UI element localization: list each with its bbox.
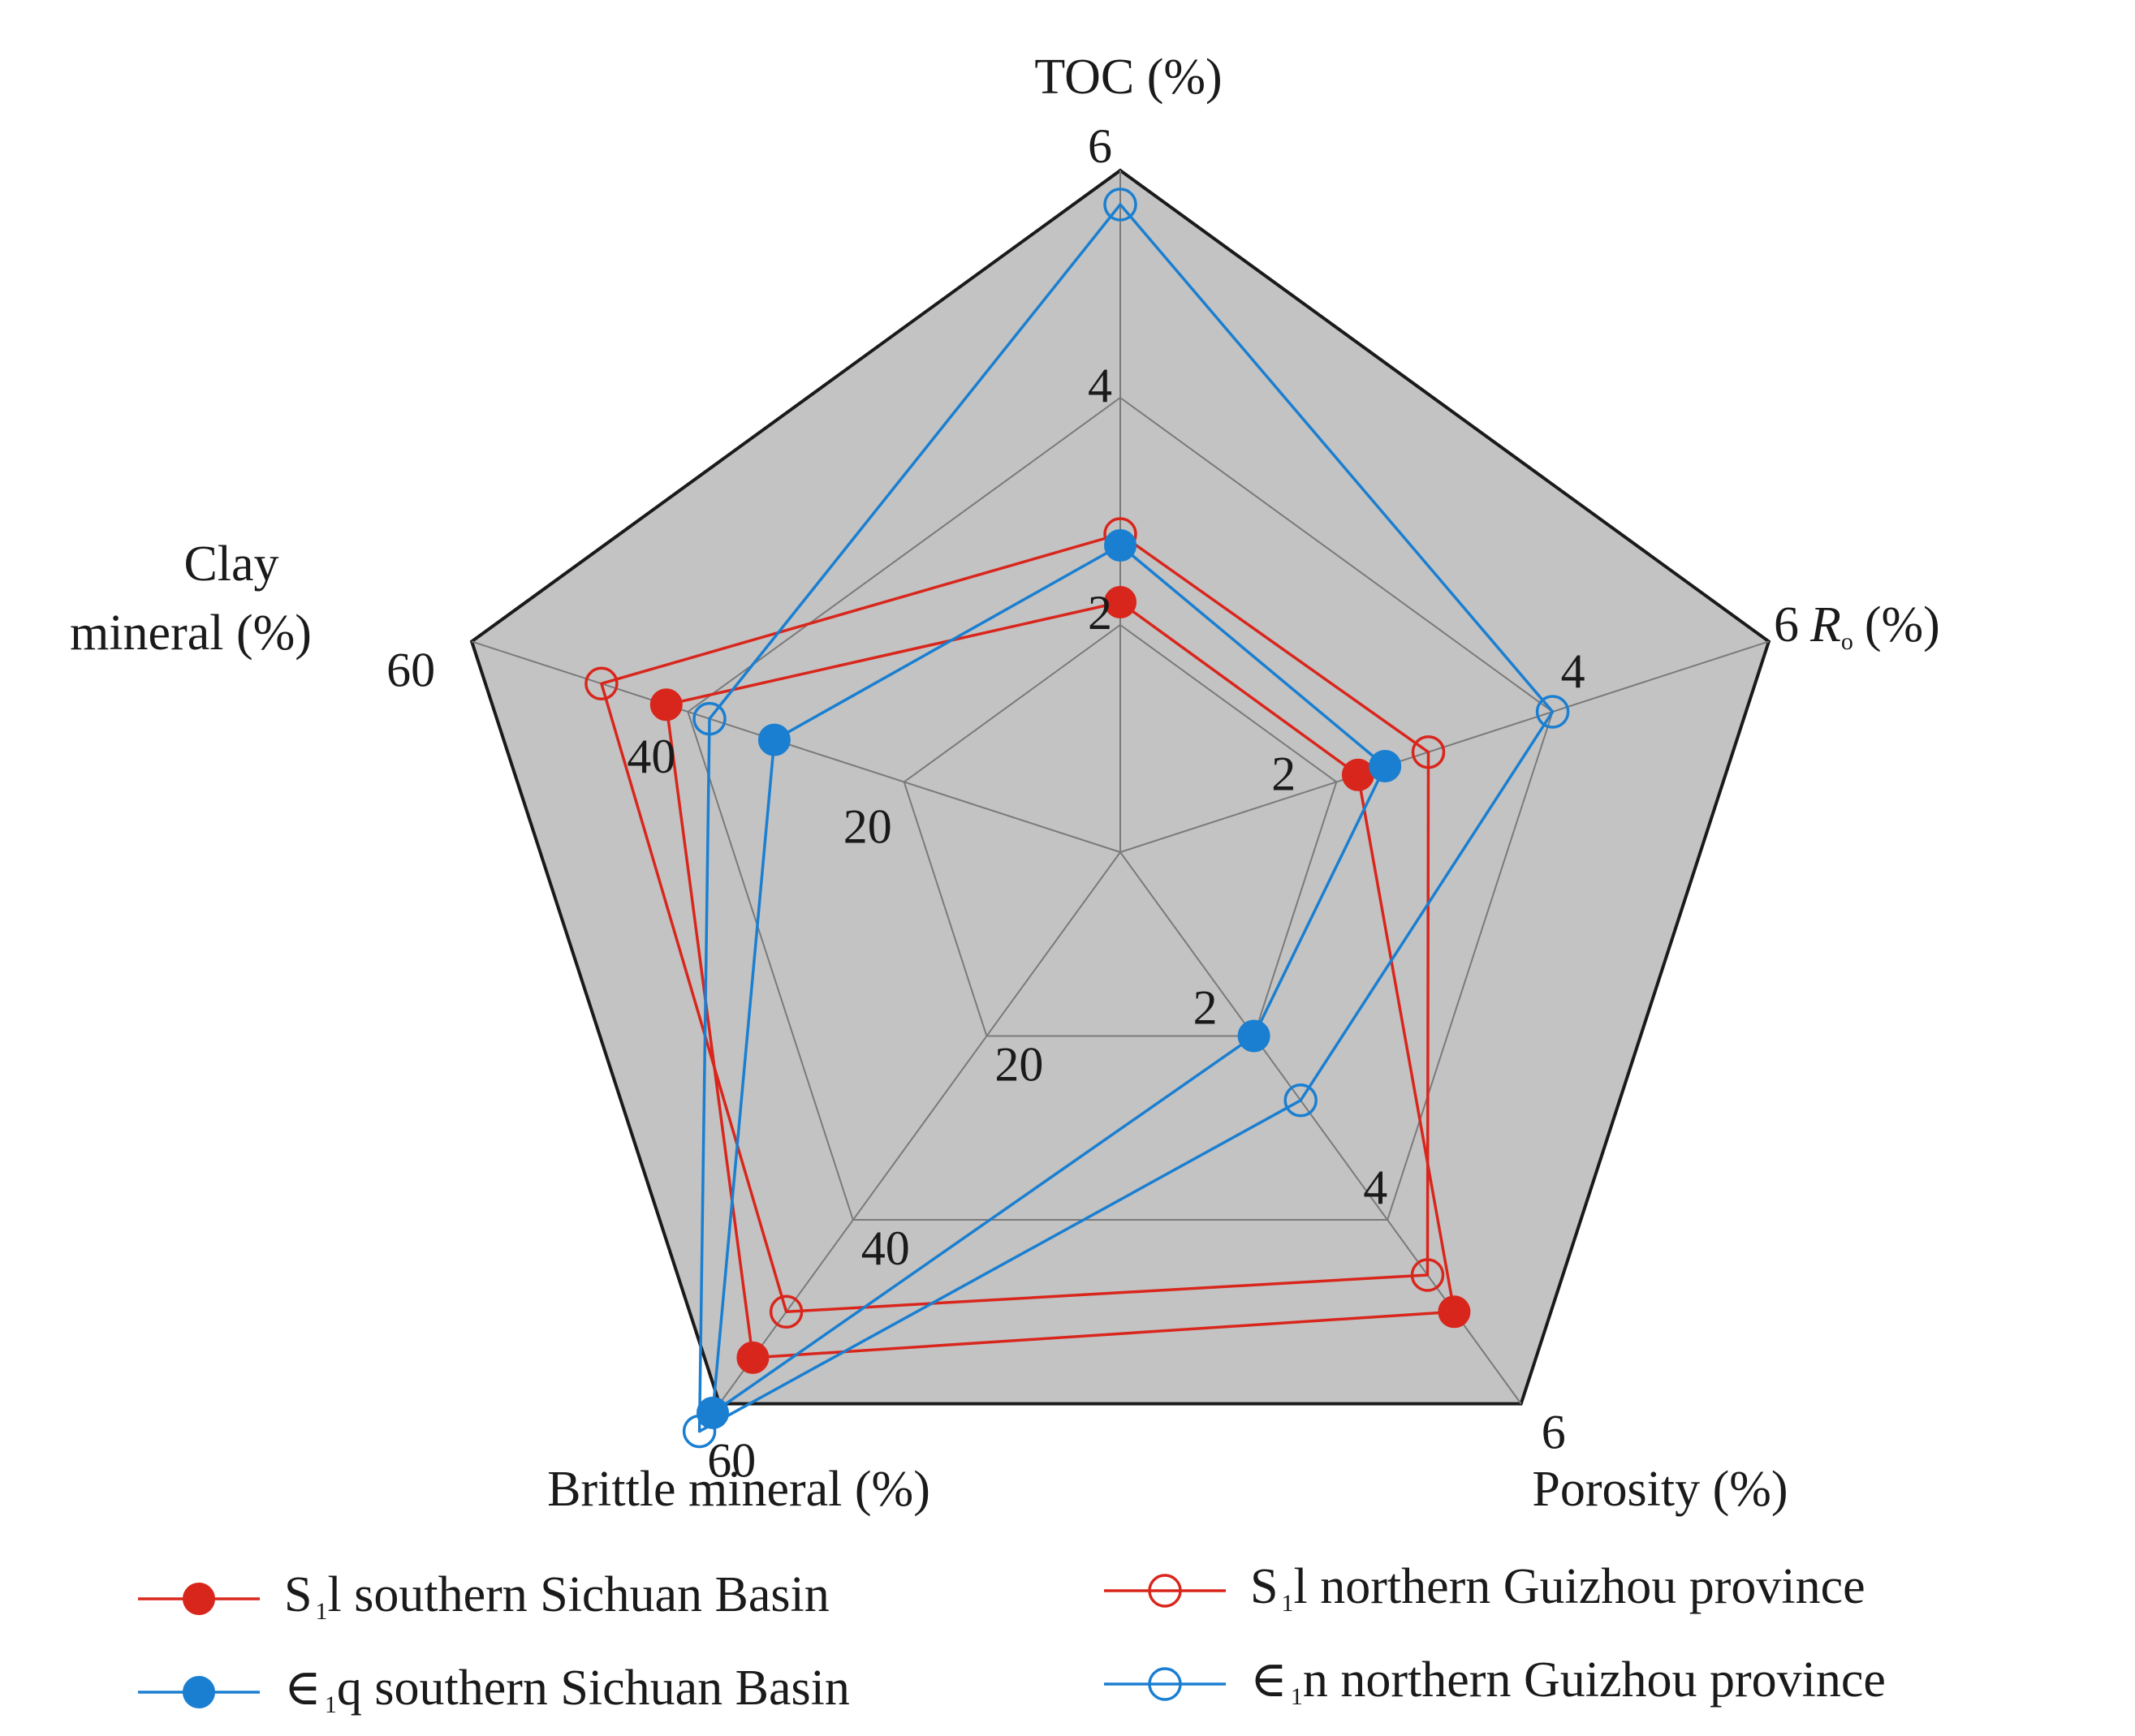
tick-label-brittle-40: 40 (861, 1221, 910, 1275)
legend-marker-3 (1148, 1667, 1182, 1701)
series-point-1-clay (584, 666, 619, 701)
series-point-0-clay (649, 688, 683, 722)
series-point-0-brittle (736, 1341, 770, 1374)
series-point-2-clay (757, 723, 791, 756)
axis-title-ro-main: R (1809, 597, 1841, 653)
legend-label-1: S 1l northern Guizhou province (1250, 1559, 1865, 1617)
series-point-2-porosity (1237, 1019, 1270, 1053)
legend-label-2-sub: 1 (325, 1691, 337, 1718)
tick-label-ro-2: 2 (1271, 747, 1296, 801)
series-line-0 (665, 601, 1456, 1359)
axis-title-brittle: Brittle mineral (%) (547, 1462, 930, 1517)
legend-marker-1 (1148, 1574, 1182, 1608)
axis-title-ro: 6 Ro (%) (1774, 597, 1940, 655)
radar-grid (469, 168, 1771, 1406)
legend-label-0-tail: l southern Sichuan Basin (327, 1567, 829, 1622)
tick-label-clay-40: 40 (627, 730, 675, 783)
legend-label-3-sub: 1 (1291, 1683, 1303, 1710)
legend-label-2-head: ∈ (284, 1661, 321, 1716)
tick-label-ro-4: 4 (1561, 644, 1585, 698)
series-point-1-porosity (1410, 1258, 1445, 1292)
legend-label-1-sub: 1 (1281, 1590, 1293, 1617)
legend-label-1-tail: l northern Guizhou province (1293, 1559, 1865, 1614)
legend-label-2: ∈ 1q southern Sichuan Basin (284, 1661, 850, 1718)
axis-title-ro-suffix: (%) (1865, 597, 1940, 653)
axis-title-porosity: Porosity (%) (1532, 1462, 1788, 1517)
tick-label-brittle-60: 60 (707, 1434, 756, 1488)
series-point-0-toc (1104, 586, 1137, 618)
tick-label-porosity-4: 4 (1363, 1161, 1387, 1214)
tick-label-toc-2: 2 (1088, 586, 1112, 640)
tick-label-toc-6: 6 (1088, 119, 1112, 173)
legend-label-3-head: ∈ (1250, 1652, 1287, 1708)
series-layer (584, 187, 1570, 1449)
tick-label-brittle-20: 20 (994, 1038, 1043, 1092)
series-point-1-ro (1411, 734, 1446, 769)
legend-label-1-head: S (1250, 1559, 1278, 1614)
series-point-3-ro (1535, 695, 1570, 729)
radar-spoke-clay (471, 640, 1121, 853)
series-point-3-porosity (1283, 1083, 1318, 1118)
axis-title-clay-line1: Clay (183, 536, 278, 592)
axis-title-ro-prefix: 6 (1774, 597, 1799, 653)
radar-grid-ring-2 (687, 396, 1554, 1221)
axis-title-toc: TOC (%) (1034, 50, 1222, 105)
legend-label-0-head: S (284, 1567, 312, 1622)
series-point-0-porosity (1438, 1295, 1471, 1329)
series-point-0-ro (1341, 758, 1374, 791)
axis-title-clay-line2: mineral (%) (70, 605, 312, 661)
legend-label-0: S 1l southern Sichuan Basin (284, 1567, 830, 1625)
legend-marker-2 (183, 1676, 215, 1708)
legend-marker-0 (183, 1583, 215, 1615)
tick-label-porosity-2: 2 (1193, 981, 1218, 1035)
legend-label-3-tail: n northern Guizhou province (1303, 1652, 1886, 1708)
series-line-2 (711, 544, 1387, 1415)
legend-label-0-sub: 1 (315, 1598, 327, 1625)
series-line-3 (697, 203, 1555, 1433)
series-point-3-toc (1103, 187, 1137, 222)
axis-labels: TOC (%) 6 Ro (%) Porosity (%) Brittle mine… (70, 50, 1940, 1517)
tick-label-porosity-6: 6 (1542, 1406, 1566, 1459)
radar-spoke-ro (1119, 640, 1770, 853)
tick-label-clay-20: 20 (843, 800, 892, 854)
tick-label-toc-4: 4 (1088, 359, 1112, 412)
series-point-2-toc (1104, 529, 1137, 562)
legend-label-2-tail: q southern Sichuan Basin (337, 1661, 850, 1716)
series-point-1-brittle (769, 1294, 804, 1329)
series-line-1 (600, 532, 1430, 1314)
radar-grid-ring-1 (903, 623, 1338, 1037)
series-point-3-brittle (682, 1414, 717, 1449)
legend-label-3: ∈ 1n northern Guizhou province (1250, 1652, 1886, 1710)
series-point-3-clay (692, 701, 727, 736)
legend: S 1l southern Sichuan Basin S 1l northern G… (138, 1559, 1886, 1718)
axis-title-ro-sub: o (1841, 628, 1853, 655)
series-point-2-ro (1369, 750, 1402, 782)
tick-label-clay-60: 60 (386, 643, 435, 696)
